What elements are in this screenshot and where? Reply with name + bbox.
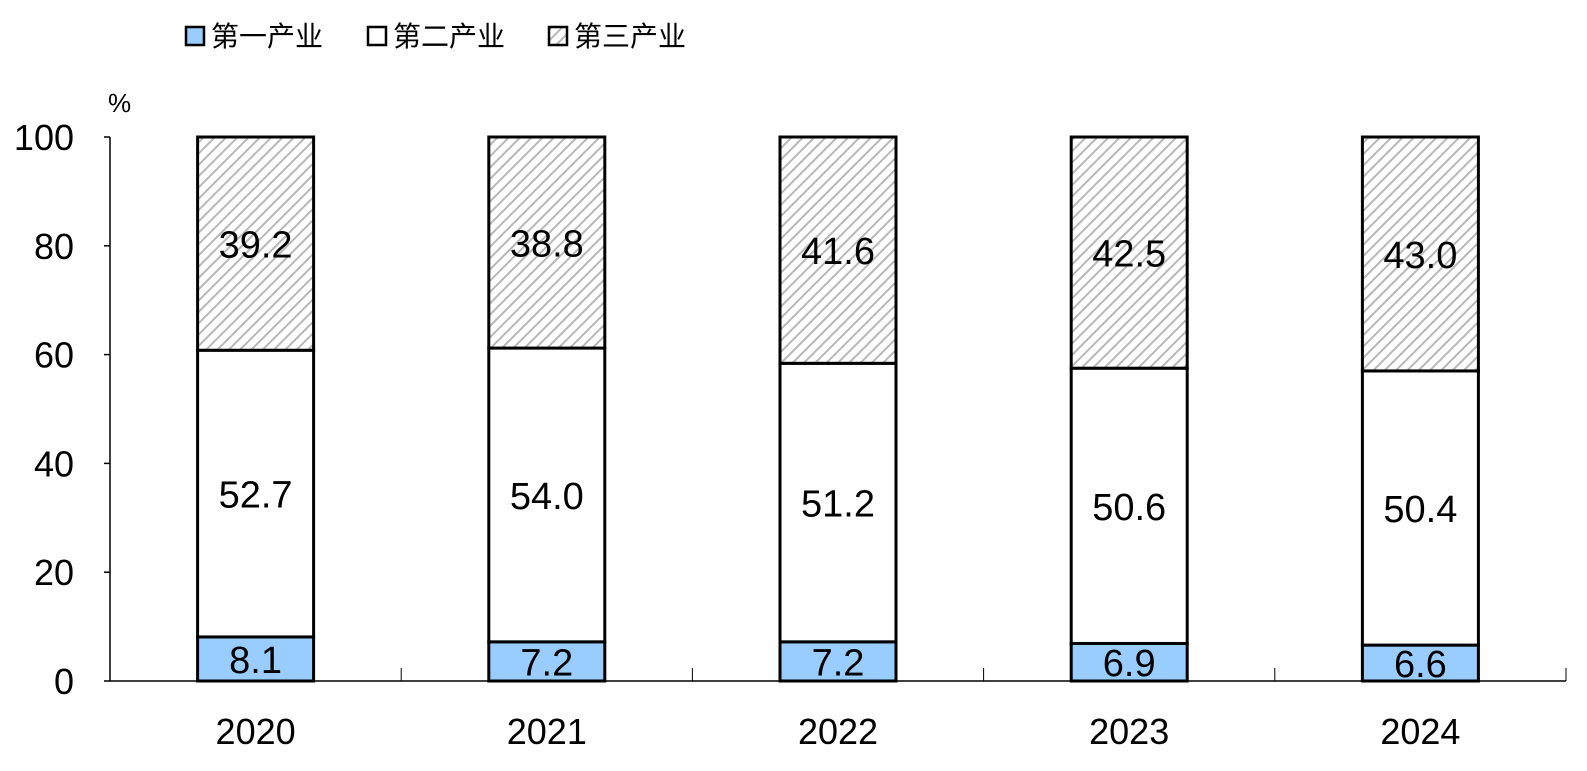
data-label: 43.0 bbox=[1383, 235, 1457, 277]
y-tick-label: 100 bbox=[14, 117, 74, 158]
y-tick-label: 20 bbox=[34, 552, 74, 593]
legend-swatch bbox=[547, 25, 569, 47]
x-tick-label: 2024 bbox=[1380, 711, 1460, 752]
x-tick-label: 2022 bbox=[798, 711, 878, 752]
y-tick-label: 40 bbox=[34, 443, 74, 484]
bar-segment-series-3 bbox=[1360, 135, 1480, 373]
legend: 第一产业 第二产业 第三产业 bbox=[184, 21, 686, 52]
data-label: 50.6 bbox=[1092, 487, 1166, 529]
bar-segment-series-2 bbox=[487, 346, 607, 644]
bar-segment-series-2 bbox=[1069, 366, 1189, 645]
y-tick-label: 0 bbox=[54, 661, 74, 702]
data-label: 50.4 bbox=[1383, 489, 1457, 531]
legend-swatch bbox=[184, 25, 206, 47]
data-label: 39.2 bbox=[219, 225, 293, 267]
legend-item-1: 第一产业 bbox=[184, 21, 323, 52]
bar-segment-series-3 bbox=[1069, 135, 1189, 370]
bar-segment-series-1 bbox=[778, 640, 898, 683]
y-tick-label: 60 bbox=[34, 335, 74, 376]
data-label: 38.8 bbox=[510, 224, 584, 266]
bar-segment-series-3 bbox=[778, 135, 898, 365]
x-tick-label: 2023 bbox=[1089, 711, 1169, 752]
bars: 8.1 52.7 39.2 7.2 54.0 38.8 7.2 51.2 41.6 6.9 50.6… bbox=[196, 135, 1480, 686]
data-label: 42.5 bbox=[1092, 234, 1166, 276]
legend-label: 第三产业 bbox=[574, 21, 686, 52]
bar-stack-2020: 8.1 52.7 39.2 bbox=[196, 135, 316, 683]
bar-stack-2023: 6.9 50.6 42.5 bbox=[1069, 135, 1189, 685]
bar-segment-series-2 bbox=[778, 361, 898, 644]
legend-item-3: 第三产业 bbox=[547, 21, 686, 52]
data-label: 8.1 bbox=[229, 640, 282, 682]
bar-segment-series-2 bbox=[1360, 369, 1480, 647]
bar-segment-series-1 bbox=[1360, 643, 1480, 683]
bar-stack-2022: 7.2 51.2 41.6 bbox=[778, 135, 898, 684]
legend-label: 第一产业 bbox=[211, 21, 323, 52]
y-tick-label: 80 bbox=[34, 226, 74, 267]
y-axis: 0 20 40 60 80 100 bbox=[14, 117, 111, 702]
bar-segment-series-3 bbox=[196, 135, 316, 352]
data-label: 52.7 bbox=[219, 475, 293, 517]
bar-segment-series-2 bbox=[196, 348, 316, 639]
data-label: 7.2 bbox=[812, 642, 865, 684]
data-label: 41.6 bbox=[801, 231, 875, 273]
data-label: 51.2 bbox=[801, 484, 875, 526]
data-label: 54.0 bbox=[510, 476, 584, 518]
y-axis-unit-label: % bbox=[108, 88, 131, 118]
legend-item-2: 第二产业 bbox=[366, 21, 505, 52]
x-axis: 2020 2021 2022 2023 2024 bbox=[109, 668, 1567, 752]
bar-stack-2021: 7.2 54.0 38.8 bbox=[487, 135, 607, 684]
bar-stack-2024: 6.6 50.4 43.0 bbox=[1360, 135, 1480, 686]
legend-swatch bbox=[366, 25, 388, 47]
legend-label: 第二产业 bbox=[393, 21, 505, 52]
data-label: 7.2 bbox=[520, 642, 573, 684]
bar-segment-series-1 bbox=[196, 635, 316, 683]
x-tick-label: 2021 bbox=[507, 711, 587, 752]
bar-segment-series-1 bbox=[1069, 641, 1189, 683]
data-label: 6.6 bbox=[1394, 644, 1447, 686]
x-tick-label: 2020 bbox=[216, 711, 296, 752]
data-label: 6.9 bbox=[1103, 643, 1156, 685]
bar-segment-series-3 bbox=[487, 135, 607, 350]
